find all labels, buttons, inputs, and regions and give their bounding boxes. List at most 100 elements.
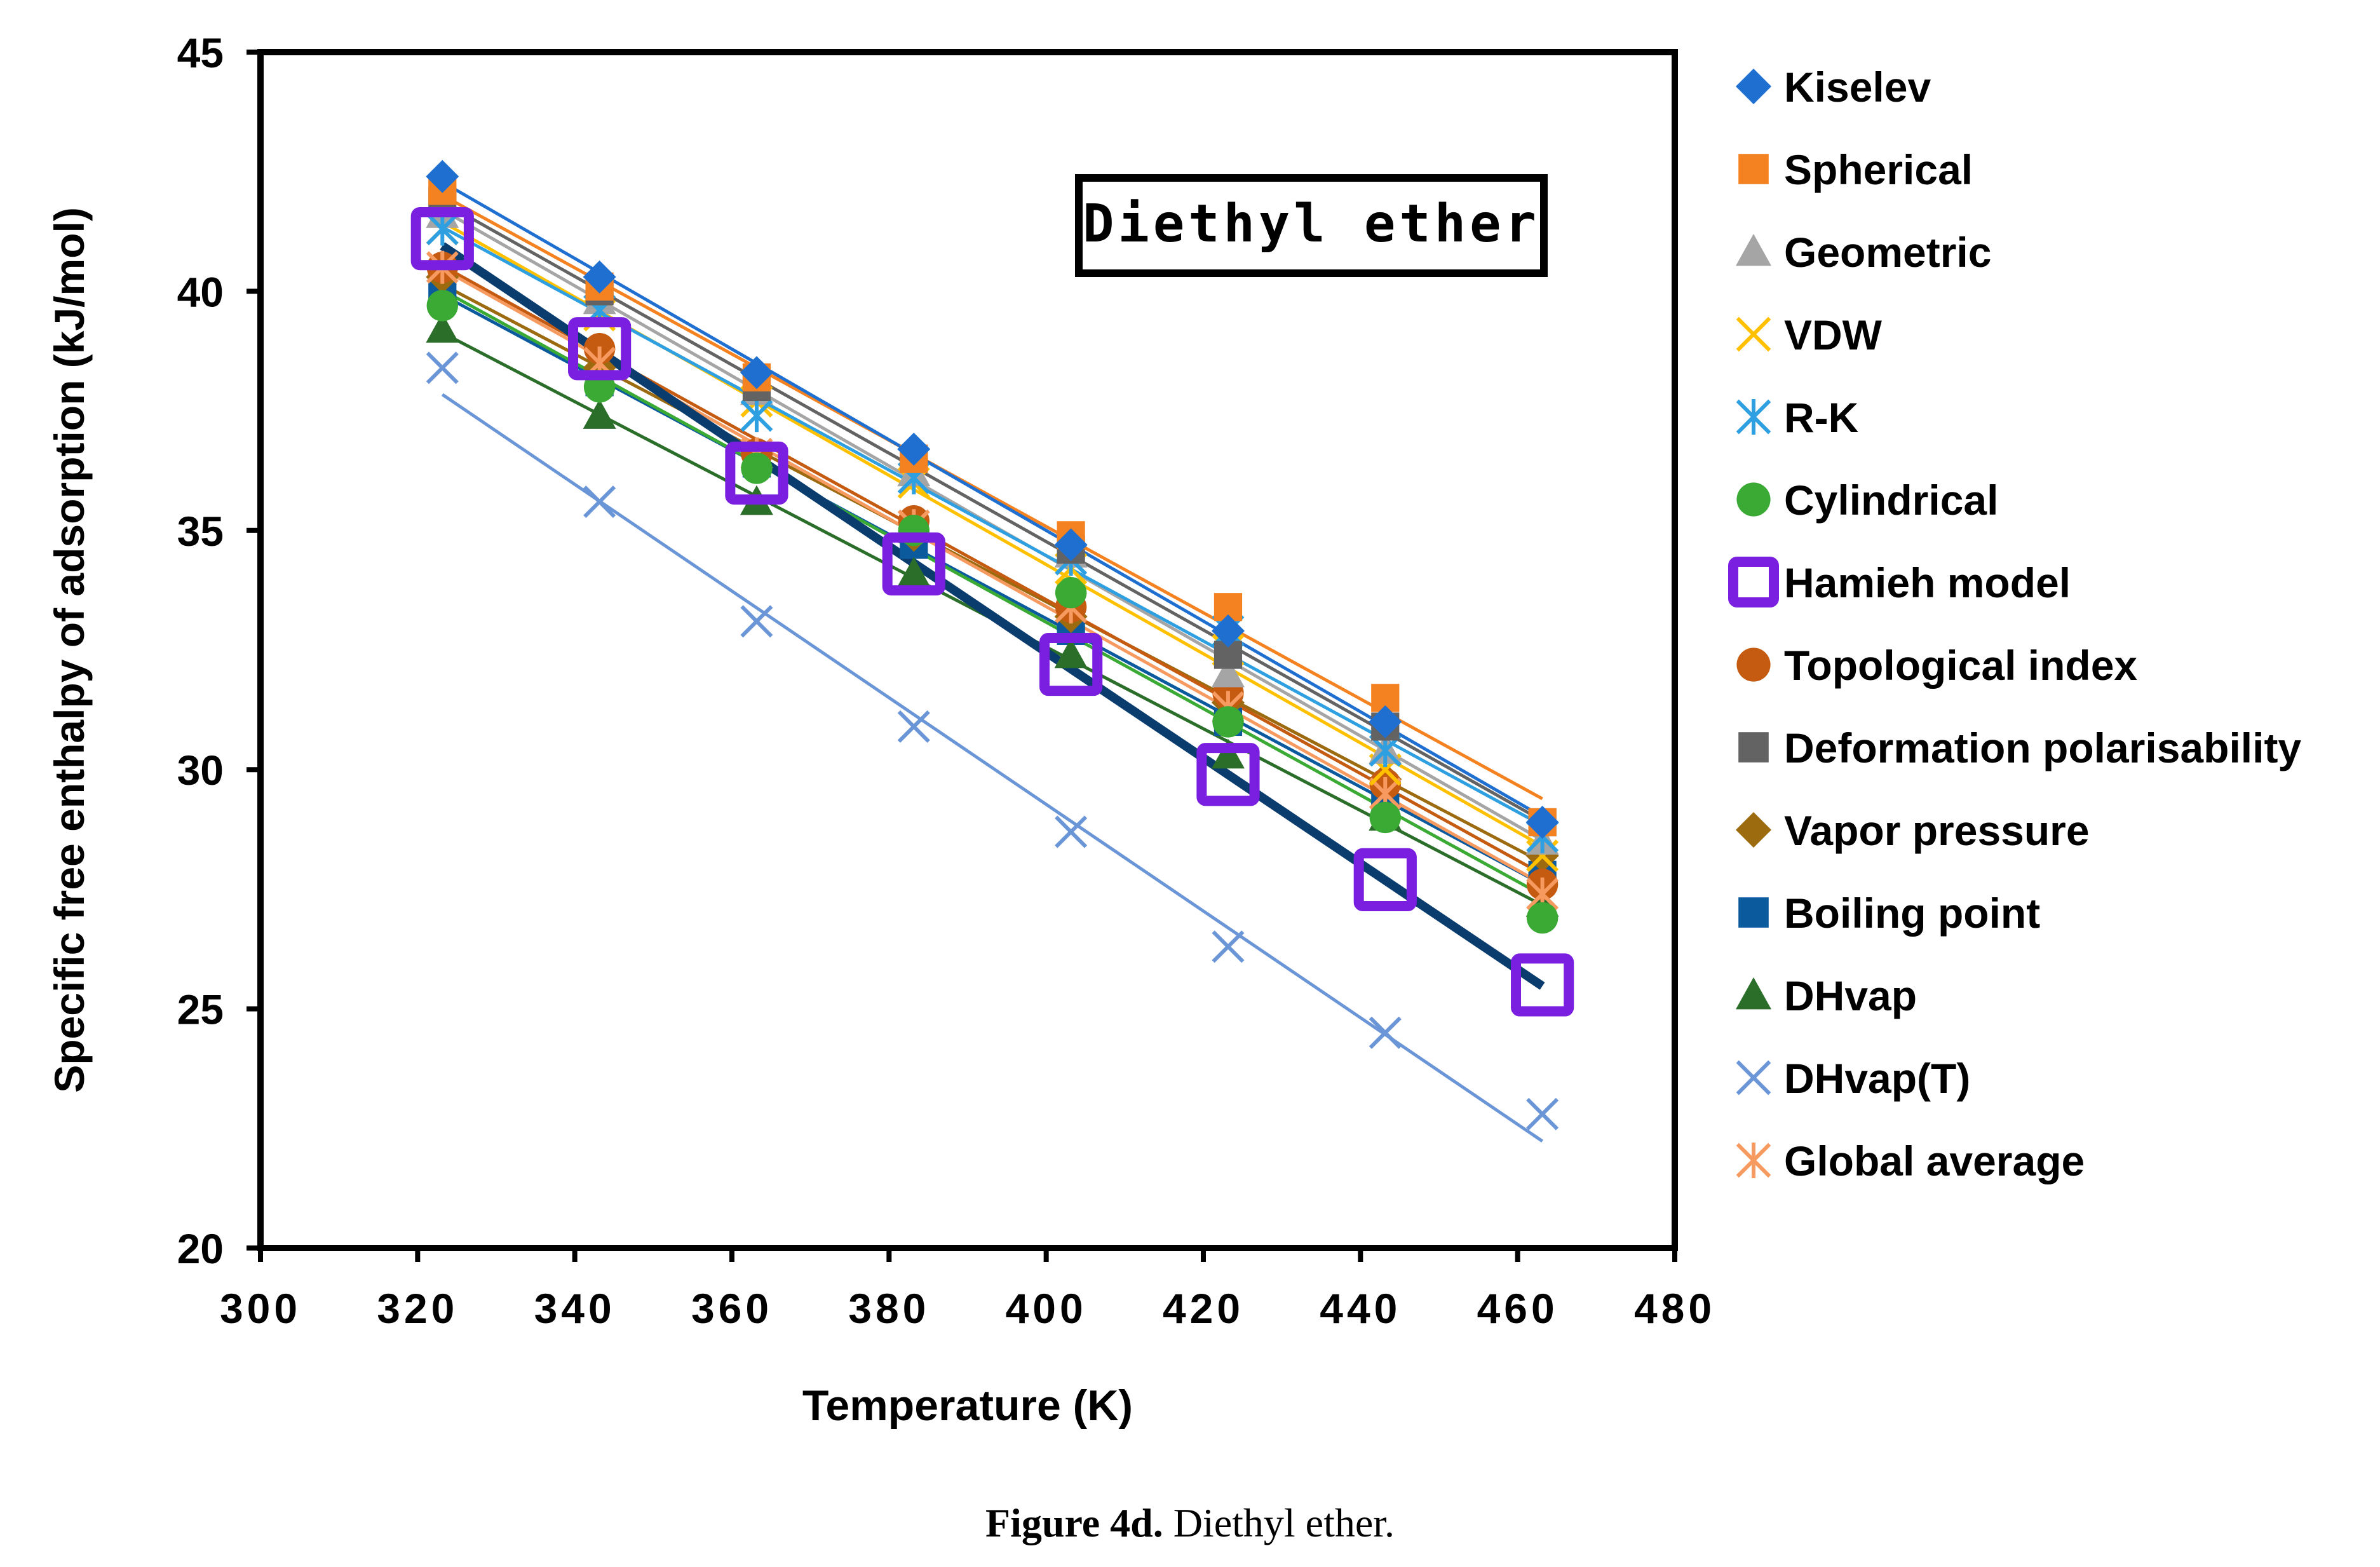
legend-label: Kiselev: [1784, 64, 1931, 111]
legend-label: Cylindrical: [1784, 477, 1998, 524]
point-cylindrical: [1369, 801, 1401, 834]
ticks-layer: 300 320 340 360 380 400 420 440 460 480 20 25 30 35 40…: [177, 29, 1715, 1332]
point-cylindrical: [741, 452, 773, 484]
legend-marker-r-k: [1736, 399, 1771, 435]
point-cylindrical: [426, 290, 458, 322]
legend-label: VDW: [1784, 311, 1883, 358]
legend-label: Spherical: [1784, 146, 1973, 193]
point-kiselev: [583, 260, 616, 294]
legend-item-dhvap: DHvap: [1736, 972, 1917, 1019]
legend-marker-hamieh-model: [1728, 557, 1779, 607]
point-r-k: [740, 399, 773, 433]
legend-item-boiling-point: Boiling point: [1738, 890, 2040, 937]
point-dhvap-t-: [1369, 1016, 1402, 1049]
legend-item-kiselev: Kiselev: [1736, 64, 1931, 111]
legend-marker-global-average: [1736, 1143, 1771, 1178]
point-hamieh-model: [568, 317, 632, 381]
point-dhvap: [583, 399, 616, 429]
point-dhvap-t-: [426, 351, 459, 384]
point-cylindrical: [1526, 902, 1558, 934]
point-dhvap: [897, 557, 931, 587]
legend-label: Global average: [1784, 1137, 2085, 1184]
y-tick-label: 45: [177, 29, 224, 76]
legend-item-cylindrical: Cylindrical: [1736, 477, 1998, 524]
y-tick-label: 30: [177, 747, 224, 794]
point-kiselev: [1211, 614, 1245, 648]
legend-label: Geometric: [1784, 229, 1991, 276]
legend-marker-boiling-point: [1738, 897, 1769, 928]
trendline-deformation-polarisability: [442, 200, 1543, 822]
point-kiselev: [1369, 705, 1402, 738]
x-axis-label: Temperature (K): [802, 1381, 1133, 1430]
y-tick-label: 20: [177, 1225, 224, 1272]
trendline-spherical: [442, 194, 1543, 801]
legend-item-vdw: VDW: [1736, 311, 1883, 358]
legend-label: Vapor pressure: [1784, 807, 2090, 854]
point-cylindrical: [1212, 706, 1244, 738]
x-tick-label: 380: [848, 1285, 930, 1332]
legend-item-r-k: R-K: [1736, 394, 1859, 441]
point-hamieh-model: [1353, 848, 1417, 911]
point-hamieh-model: [410, 207, 474, 271]
x-tick-label: 300: [220, 1285, 301, 1332]
y-tick-label: 40: [177, 268, 224, 315]
trendline-boiling-point: [442, 293, 1543, 886]
legend-marker-cylindrical: [1736, 482, 1771, 517]
legend-item-vapor-pressure: Vapor pressure: [1736, 807, 2090, 854]
x-tick-label: 320: [377, 1285, 458, 1332]
point-dhvap: [426, 313, 459, 343]
legend-marker-kiselev: [1736, 69, 1771, 104]
x-tick-label: 400: [1006, 1285, 1087, 1332]
point-dhvap-t-: [897, 710, 930, 743]
legend-item-topological-index: Topological index: [1736, 642, 2137, 689]
point-hamieh-model: [1511, 953, 1574, 1017]
y-tick-label: 35: [177, 508, 224, 555]
point-kiselev: [1054, 528, 1088, 562]
legend-label: Hamieh model: [1784, 559, 2071, 606]
legend-item-spherical: Spherical: [1738, 146, 1973, 193]
point-dhvap-t-: [583, 485, 616, 519]
legend-label: DHvap(T): [1784, 1055, 1970, 1102]
x-tick-label: 460: [1477, 1285, 1558, 1332]
x-tick-label: 420: [1163, 1285, 1244, 1332]
x-tick-label: 340: [534, 1285, 616, 1332]
legend-marker-spherical: [1738, 154, 1769, 184]
point-dhvap-t-: [1055, 815, 1088, 848]
legend-label: Topological index: [1784, 642, 2137, 689]
x-tick-label: 480: [1634, 1285, 1715, 1332]
y-axis-label: Specific free enthalpy of adsorption (kJ…: [46, 207, 93, 1093]
y-tick-label: 25: [177, 986, 224, 1033]
legend-marker-dhvap-t-: [1736, 1060, 1771, 1096]
point-dhvap: [1054, 638, 1088, 668]
trendline-vapor-pressure: [442, 283, 1543, 864]
legend-item-geometric: Geometric: [1736, 229, 1991, 276]
legend: Kiselev Spherical Geometric VDW R-K Cylindric…: [1728, 64, 2301, 1184]
point-hamieh-model: [882, 532, 945, 596]
legend-marker-deformation-polarisability: [1738, 732, 1769, 763]
point-dhvap: [1211, 738, 1245, 769]
figure-caption-label: Figure 4d.: [985, 1500, 1163, 1545]
legend-marker-geometric: [1736, 234, 1771, 266]
legend-label: DHvap: [1784, 972, 1917, 1019]
figure-caption-text: Diethyl ether.: [1163, 1500, 1395, 1545]
chart-title-box: [1075, 174, 1548, 277]
point-kiselev: [1525, 806, 1559, 839]
legend-item-global-average: Global average: [1736, 1137, 2085, 1184]
legend-item-hamieh-model: Hamieh model: [1728, 557, 2071, 607]
point-hamieh-model: [1196, 743, 1260, 806]
point-hamieh-model: [725, 441, 788, 505]
legend-label: Boiling point: [1784, 890, 2040, 937]
x-tick-label: 360: [691, 1285, 773, 1332]
point-dhvap-t-: [1526, 1097, 1559, 1130]
point-cylindrical: [1055, 576, 1087, 609]
point-kiselev: [897, 432, 931, 466]
legend-label: R-K: [1784, 394, 1859, 441]
point-hamieh-model: [1039, 632, 1103, 696]
legend-item-deformation-polarisability: Deformation polarisability: [1738, 724, 2301, 771]
legend-label: Deformation polarisability: [1784, 724, 2301, 771]
point-kiselev: [740, 356, 773, 390]
trendline-cylindrical: [442, 288, 1543, 897]
figure-caption: Figure 4d. Diethyl ether.: [0, 1500, 2380, 1547]
point-dhvap-t-: [1212, 930, 1245, 963]
